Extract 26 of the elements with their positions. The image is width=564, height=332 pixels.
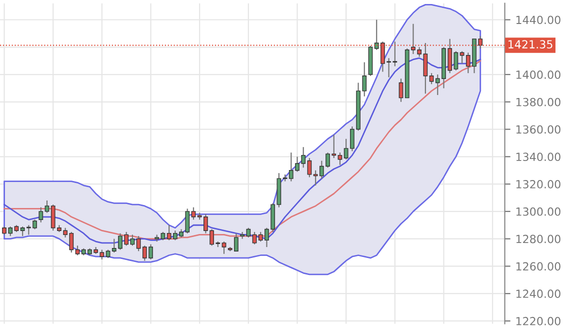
y-tick-label: 1220.00	[516, 316, 560, 326]
candlestick	[454, 50, 458, 71]
y-tick-label: 1440.00	[516, 16, 560, 24]
ref-line-label: 1421.35	[508, 40, 552, 49]
y-tick-label: 1240.00	[516, 290, 560, 298]
candlestick	[136, 236, 141, 252]
y-tick-label: 1340.00	[516, 152, 560, 162]
y-tick-label: 1320.00	[516, 180, 560, 188]
candlestick	[398, 78, 404, 102]
candlestick	[429, 72, 434, 85]
candlestick	[130, 234, 135, 246]
y-tick-label: 1300.00	[516, 207, 560, 216]
y-tick-label: 1400.00	[516, 70, 560, 79]
candlestick	[423, 42, 428, 94]
candlestick	[307, 157, 312, 178]
candlestick	[313, 170, 318, 186]
candlestick	[100, 249, 104, 260]
candlestick	[222, 240, 226, 254]
candlestick	[252, 231, 257, 245]
candlestick	[44, 200, 50, 214]
y-tick-label: 1380.00	[516, 98, 560, 106]
y-tick-label: 1260.00	[516, 262, 560, 271]
candlestick	[38, 206, 44, 223]
candlestick	[191, 206, 196, 220]
y-tick-label: 1280.00	[516, 234, 560, 244]
y-tick-label: 1360.00	[516, 125, 560, 134]
